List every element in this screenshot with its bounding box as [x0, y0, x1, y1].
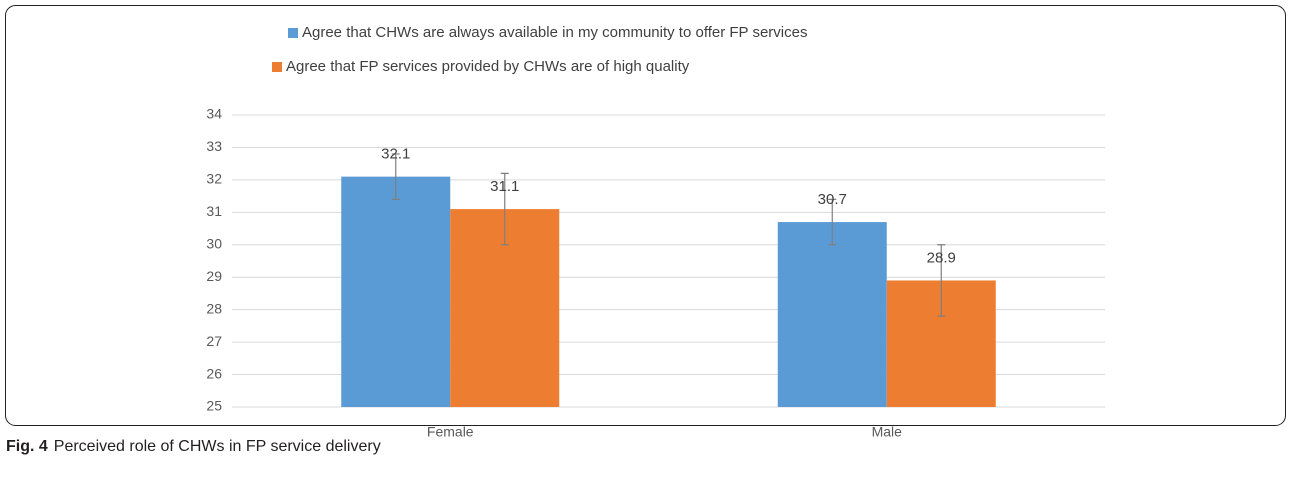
caption-text: Perceived role of CHWs in FP service del…: [54, 438, 381, 455]
y-tick-label: 25: [206, 398, 222, 414]
data-label: 28.9: [927, 249, 956, 266]
y-tick-label: 34: [206, 106, 222, 122]
error-bar: [500, 172, 509, 246]
caption-label: Fig. 4: [6, 438, 48, 455]
error-bar: [391, 153, 400, 200]
data-label: 32.1: [381, 146, 410, 163]
caption-bg: [0, 427, 1292, 467]
legend-swatch: [288, 28, 298, 38]
bar: [777, 222, 887, 407]
y-tick-label: 29: [206, 268, 222, 284]
y-tick-label: 32: [206, 171, 222, 187]
y-tick-label: 31: [206, 203, 222, 219]
x-tick-label: Female: [427, 424, 474, 440]
error-bar: [937, 244, 946, 317]
y-tick-label: 27: [206, 333, 222, 349]
y-tick-label: 26: [206, 365, 222, 381]
y-tick-label: 28: [206, 300, 222, 316]
data-label: 30.7: [818, 191, 847, 208]
y-tick-label: 33: [206, 138, 222, 154]
bar: [341, 176, 451, 407]
y-tick-label: 30: [206, 235, 222, 251]
legend-swatch: [272, 62, 282, 72]
x-tick-label: Male: [872, 424, 903, 440]
legend-label: Agree that CHWs are always available in …: [302, 24, 807, 41]
caption: Fig. 4 Perceived role of CHWs in FP servi…: [6, 438, 381, 455]
frame: [5, 5, 1286, 426]
legend-label: Agree that FP services provided by CHWs …: [286, 58, 690, 75]
error-bar: [828, 198, 837, 246]
data-label: 31.1: [490, 178, 519, 195]
